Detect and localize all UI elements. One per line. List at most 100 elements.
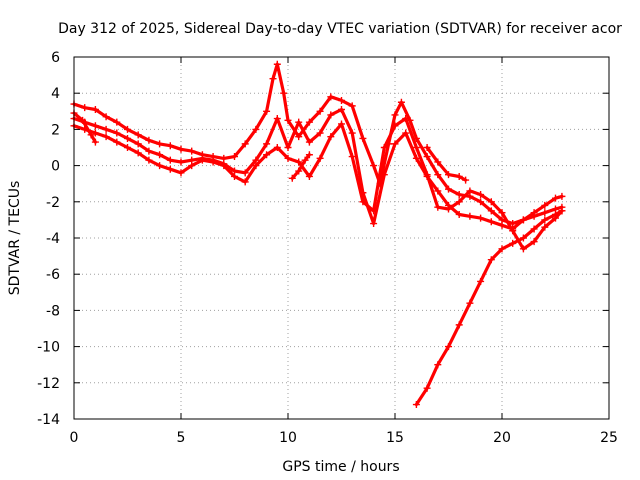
data-point-marker xyxy=(295,133,303,141)
data-point-marker xyxy=(509,227,517,235)
data-point-marker xyxy=(273,115,281,123)
data-point-marker xyxy=(91,129,99,137)
data-point-marker xyxy=(455,191,463,199)
data-point-marker xyxy=(402,115,410,123)
data-point-marker xyxy=(124,144,131,151)
series-track-3 xyxy=(70,115,566,253)
data-point-marker xyxy=(348,102,356,110)
ticks xyxy=(73,56,610,420)
data-point-marker xyxy=(220,162,228,170)
data-point-marker xyxy=(188,162,196,170)
data-point-marker xyxy=(231,153,238,161)
data-point-marker xyxy=(455,198,463,206)
y-tick-label: 6 xyxy=(51,50,60,66)
data-point-marker xyxy=(177,158,185,166)
data-point-marker xyxy=(91,105,99,113)
data-point-marker xyxy=(359,134,367,142)
data-point-marker xyxy=(316,154,324,162)
data-point-marker xyxy=(338,96,345,104)
data-point-marker xyxy=(280,89,288,97)
data-point-marker xyxy=(445,171,452,179)
data-point-marker xyxy=(397,98,405,106)
data-point-marker xyxy=(284,154,292,162)
data-point-marker xyxy=(348,129,356,137)
data-point-marker xyxy=(519,234,527,242)
series-track-6 xyxy=(288,151,313,182)
series-track-5 xyxy=(70,109,99,146)
data-point-marker xyxy=(316,129,324,137)
data-point-marker xyxy=(124,125,131,133)
data-point-marker xyxy=(166,142,174,150)
data-point-marker xyxy=(509,239,517,247)
y-tick-label: -14 xyxy=(37,412,60,428)
data-point-marker xyxy=(263,107,271,115)
data-point-marker xyxy=(477,214,485,222)
data-point-marker xyxy=(380,144,388,151)
y-tick-label: 0 xyxy=(51,159,60,175)
data-point-marker xyxy=(498,221,506,229)
data-point-marker xyxy=(284,116,292,124)
y-axis-label: SDTVAR / TECUs xyxy=(7,181,23,296)
data-point-marker xyxy=(477,277,485,285)
data-point-marker xyxy=(423,153,431,161)
data-point-marker xyxy=(466,299,474,307)
data-point-marker xyxy=(338,120,345,128)
data-point-marker xyxy=(423,384,431,392)
data-point-marker xyxy=(541,223,549,231)
series-track-4 xyxy=(412,207,566,409)
data-point-marker xyxy=(455,210,463,218)
y-tick-label: -2 xyxy=(46,195,60,211)
data-point-marker xyxy=(145,136,153,144)
data-point-marker xyxy=(327,133,335,141)
data-point-marker xyxy=(134,149,142,157)
data-point-marker xyxy=(305,138,313,146)
y-tick-label: -6 xyxy=(46,267,60,283)
data-point-marker xyxy=(391,140,399,148)
data-point-marker xyxy=(455,172,463,180)
data-point-marker xyxy=(552,194,559,202)
data-point-marker xyxy=(263,151,271,159)
data-point-marker xyxy=(434,361,442,369)
y-tick-label: 2 xyxy=(51,122,60,138)
data-point-marker xyxy=(487,207,495,215)
data-point-marker xyxy=(124,134,131,142)
data-point-marker xyxy=(91,122,99,130)
data-point-marker xyxy=(301,156,309,164)
data-point-marker xyxy=(241,169,249,177)
y-tick-label: -4 xyxy=(46,231,60,247)
chart-title: Day 312 of 2025, Sidereal Day-to-day VTE… xyxy=(58,21,622,37)
x-tick-label: 25 xyxy=(600,430,618,446)
data-point-marker xyxy=(370,220,378,228)
data-point-marker xyxy=(530,212,538,220)
data-point-marker xyxy=(434,187,442,195)
x-tick-label: 5 xyxy=(177,430,186,446)
data-point-marker xyxy=(252,162,260,170)
data-point-marker xyxy=(166,156,174,164)
data-point-marker xyxy=(177,169,185,177)
data-point-marker xyxy=(156,162,164,170)
data-point-marker xyxy=(188,147,196,155)
data-point-marker xyxy=(423,144,431,151)
data-point-marker xyxy=(87,131,95,139)
data-point-marker xyxy=(102,113,110,121)
data-point-marker xyxy=(541,209,549,217)
data-point-marker xyxy=(102,125,110,133)
data-point-marker xyxy=(519,245,527,253)
data-point-marker xyxy=(273,144,281,151)
data-point-marker xyxy=(134,140,142,148)
data-point-marker xyxy=(81,104,89,112)
data-point-marker xyxy=(284,144,292,151)
y-tick-label: -8 xyxy=(46,303,60,319)
data-point-marker xyxy=(359,198,367,206)
data-point-marker xyxy=(477,191,485,199)
data-point-marker xyxy=(269,75,277,83)
data-point-marker xyxy=(177,145,185,153)
data-point-marker xyxy=(412,144,420,151)
data-point-marker xyxy=(370,162,378,170)
data-point-marker xyxy=(558,192,566,200)
data-point-marker xyxy=(327,111,335,119)
y-tick-label: 4 xyxy=(51,86,60,102)
data-point-marker xyxy=(295,118,303,126)
data-point-marker xyxy=(466,212,474,220)
